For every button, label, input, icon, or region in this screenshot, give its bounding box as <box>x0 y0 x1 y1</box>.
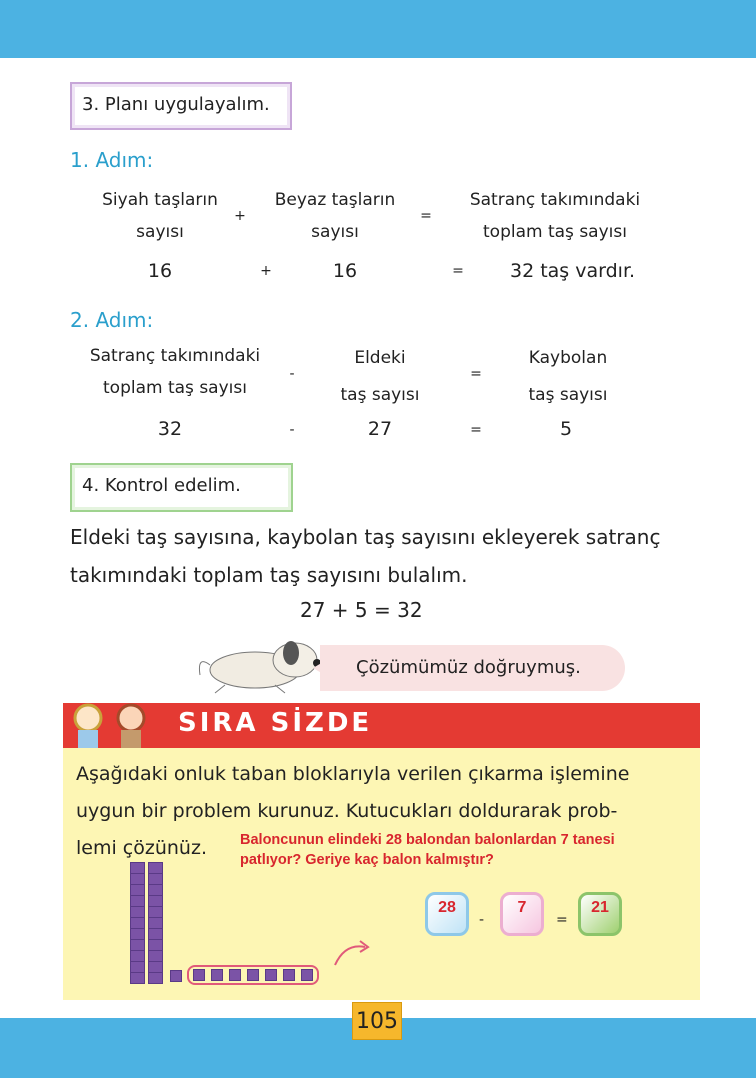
minus-sign: - <box>289 422 295 438</box>
ten-rod <box>148 862 163 984</box>
box-minuend[interactable]: 28 <box>425 892 469 936</box>
equals-sign: = <box>556 912 568 928</box>
check-box: 4. Kontrol edelim. <box>70 463 293 512</box>
sira-sizde-header <box>63 703 700 748</box>
check-equation: 27 + 5 = 32 <box>300 598 423 622</box>
step1-v3: 32 taş vardır. <box>510 260 636 282</box>
plus-sign: + <box>234 208 246 224</box>
top-banner <box>0 0 756 58</box>
minus-sign: - <box>479 912 485 928</box>
plus-sign: + <box>260 263 272 279</box>
step1-c: Satranç takımındaki toplam taş sayısı <box>469 190 641 242</box>
activity-area <box>63 748 700 1000</box>
plan-box: 3. Planı uygulayalım. <box>70 82 292 130</box>
step1-v2: 16 <box>332 260 358 282</box>
equals-sign: = <box>420 208 432 224</box>
step1-a: Siyah taşların sayısı <box>102 190 218 242</box>
equals-sign: = <box>470 366 482 382</box>
step1-b: Beyaz taşların sayısı <box>274 190 396 242</box>
equals-sign: = <box>452 263 464 279</box>
step2-v3: 5 <box>559 418 573 440</box>
minus-sign: - <box>289 366 295 382</box>
step2-title: 2. Adım: <box>70 308 154 332</box>
arrow-icon <box>334 940 370 966</box>
step2-b: Eldeki taş sayısı <box>340 348 420 405</box>
step2-v1: 32 <box>157 418 183 440</box>
ten-rod <box>130 862 145 984</box>
dog-illustration <box>199 641 321 694</box>
box-result[interactable]: 21 <box>578 892 622 936</box>
step2-c: Kaybolan taş sayısı <box>528 348 608 405</box>
children-illustration <box>73 703 146 752</box>
activity-instructions: Aşağıdaki onluk taban bloklarıyla verile… <box>76 763 630 859</box>
sira-sizde-title: SIRA SİZDE <box>178 708 373 738</box>
page-number: 105 <box>352 1002 402 1040</box>
equals-sign: = <box>470 422 482 438</box>
check-text: Eldeki taş sayısına, kaybolan taş sayısı… <box>70 525 661 587</box>
step2-v2: 27 <box>367 418 393 440</box>
unit-cubes <box>170 965 319 985</box>
box-subtrahend[interactable]: 7 <box>500 892 544 936</box>
step2-a: Satranç takımındaki toplam taş sayısı <box>89 346 261 398</box>
answer-text: Baloncunun elindeki 28 balondan balonlar… <box>240 832 615 868</box>
speech-bubble: Çözümümüz doğruymuş. <box>313 645 625 691</box>
step1-title: 1. Adım: <box>70 148 154 172</box>
step1-v1: 16 <box>147 260 173 282</box>
